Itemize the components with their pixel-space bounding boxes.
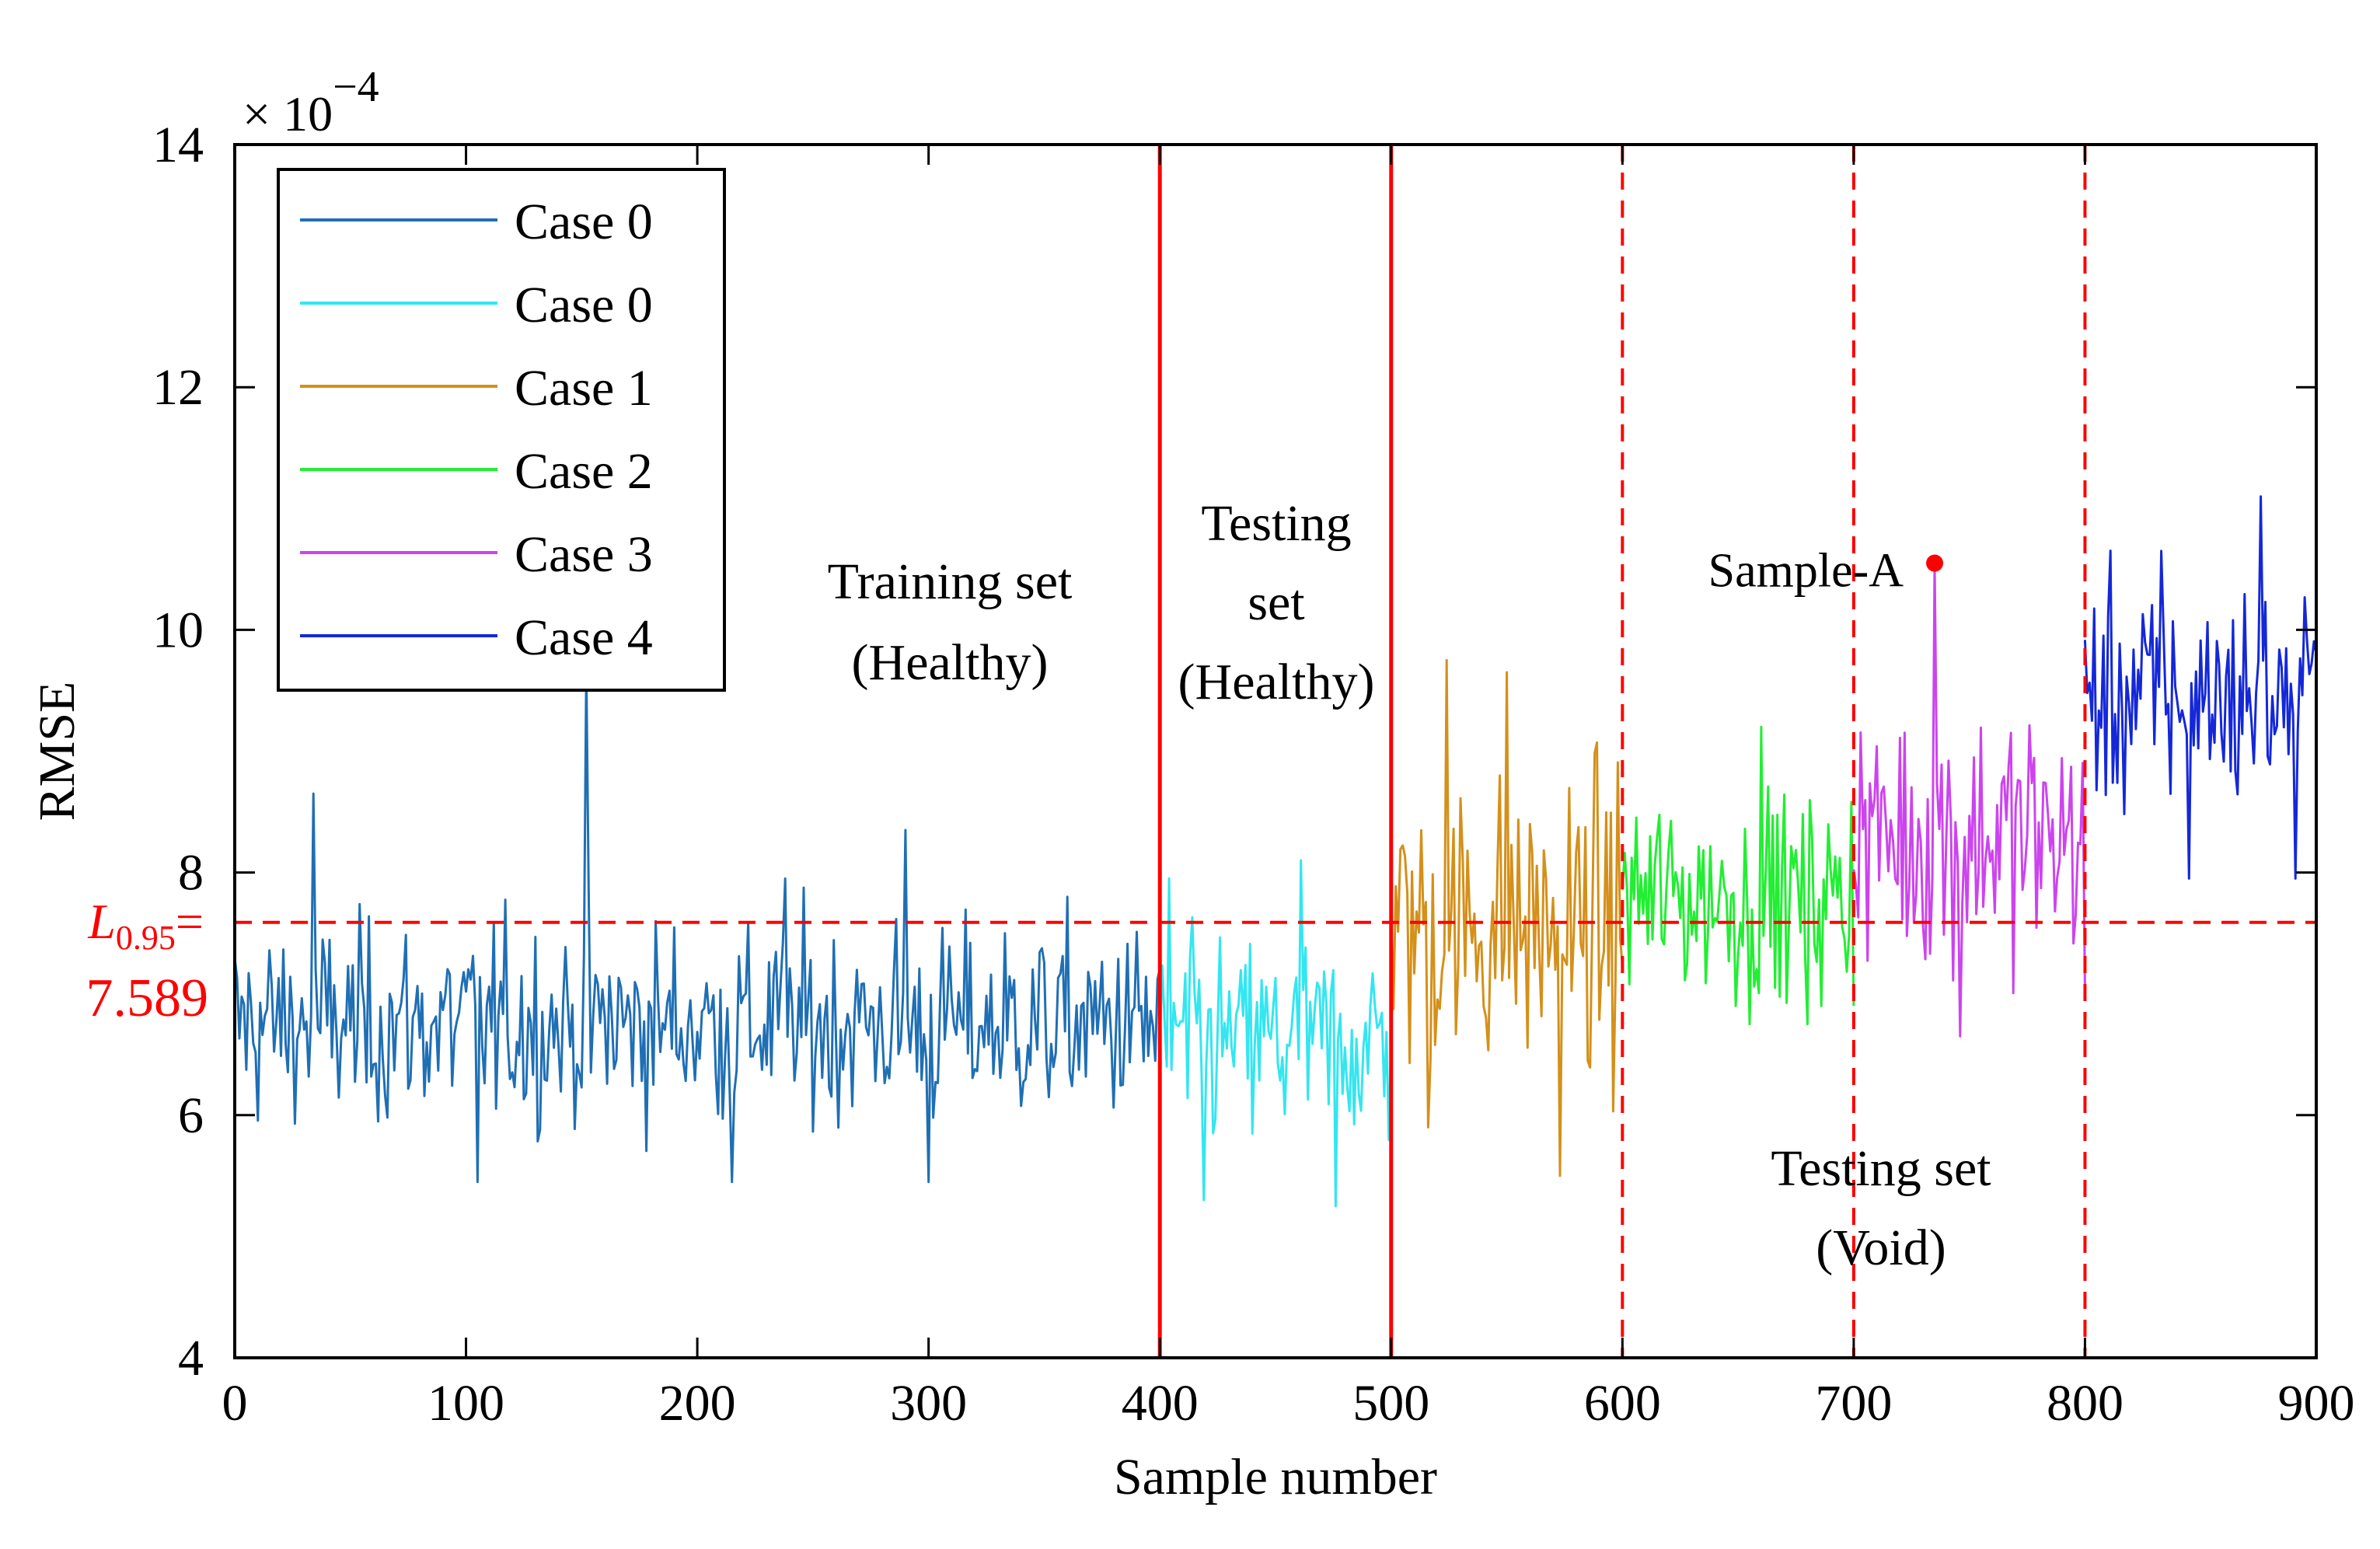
series-line-4 <box>1852 562 2086 1038</box>
y-tick-label: 14 <box>152 117 204 173</box>
sample-a-marker <box>1926 554 1944 572</box>
annotation-training-line-0: Training set <box>828 553 1073 610</box>
annotation-testing-healthy-line-0: Testing <box>1201 495 1351 552</box>
series-group <box>233 495 2318 1208</box>
legend-label-2: Case 1 <box>515 360 653 417</box>
annotation-testing-healthy-line-1: set <box>1248 574 1304 631</box>
y-exponent-label: × 10−4 <box>243 63 379 141</box>
x-ticks: 0 100 200 300 400 500 600 700 800 900 <box>222 145 2355 1432</box>
series-line-1 <box>1158 859 1393 1208</box>
x-tick-label: 0 <box>222 1375 248 1432</box>
legend-label-4: Case 3 <box>515 526 653 583</box>
legend-label-3: Case 2 <box>515 443 653 500</box>
annotation-testing-void-line-1: (Void) <box>1816 1219 1946 1276</box>
sample-a-label: Sample-A <box>1708 545 1904 598</box>
x-tick-label: 800 <box>2047 1375 2124 1432</box>
section-divider-lines <box>1157 145 2087 1358</box>
legend-box <box>277 168 726 692</box>
y-tick-label: 8 <box>178 845 204 902</box>
annotation-testing-healthy-line-2: (Healthy) <box>1178 654 1375 710</box>
threshold-label-value: 7.589 <box>86 968 209 1028</box>
axes-frame <box>233 143 2318 1359</box>
y-tick-label: 12 <box>152 359 204 416</box>
x-tick-label: 900 <box>2278 1375 2355 1432</box>
legend: Case 0 Case 0 Case 1 Case 2 Case 3 Case 4 <box>277 168 726 692</box>
x-tick-label: 500 <box>1352 1375 1429 1432</box>
y-tick-label: 10 <box>152 602 204 658</box>
series-line-3 <box>1621 725 1855 1026</box>
series-line-5 <box>2083 495 2318 880</box>
threshold-label-symbol: L0.95= <box>87 894 204 957</box>
x-tick-label: 200 <box>659 1375 736 1432</box>
series-line-2 <box>1390 658 1624 1177</box>
x-axis-label: Sample number <box>1114 1449 1437 1505</box>
legend-label-5: Case 4 <box>515 609 653 666</box>
region-annotations: Training set (Healthy) Testing set (Healthy)… <box>828 495 1991 1276</box>
annotation-training-line-1: (Healthy) <box>852 634 1049 691</box>
x-tick-label: 700 <box>1815 1375 1892 1432</box>
y-axis-label: RMSE <box>29 682 85 822</box>
x-tick-label: 300 <box>890 1375 967 1432</box>
y-ticks: 4 6 8 10 12 14 <box>152 117 2316 1387</box>
y-tick-label: 6 <box>178 1087 204 1144</box>
annotation-testing-void-line-0: Testing set <box>1771 1140 1991 1197</box>
series-line-0 <box>233 665 1161 1184</box>
legend-label-0: Case 0 <box>515 194 653 250</box>
y-tick-label: 4 <box>178 1330 204 1387</box>
x-tick-label: 400 <box>1122 1375 1199 1432</box>
x-tick-label: 100 <box>427 1375 504 1432</box>
x-tick-label: 600 <box>1584 1375 1661 1432</box>
legend-label-1: Case 0 <box>515 277 653 333</box>
